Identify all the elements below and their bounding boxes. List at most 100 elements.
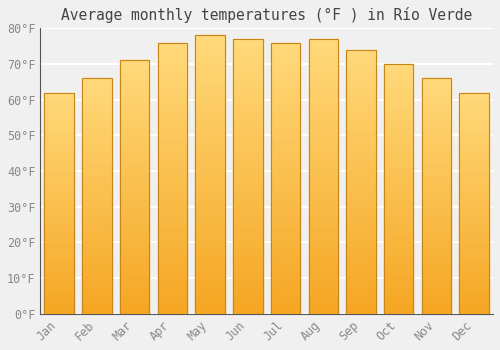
Bar — [422, 267, 451, 270]
Bar — [196, 227, 225, 230]
Bar — [82, 146, 112, 149]
Bar — [460, 270, 489, 272]
Bar — [82, 119, 112, 122]
Bar — [308, 228, 338, 231]
Bar — [233, 204, 262, 207]
Bar — [422, 225, 451, 229]
Bar — [44, 275, 74, 278]
Bar — [44, 245, 74, 247]
Bar — [44, 308, 74, 311]
Bar — [460, 311, 489, 314]
Bar — [120, 152, 150, 155]
Bar — [422, 273, 451, 275]
Bar — [158, 70, 187, 73]
Bar — [233, 259, 262, 262]
Bar — [196, 310, 225, 314]
Bar — [44, 198, 74, 201]
Bar — [82, 111, 112, 114]
Bar — [158, 148, 187, 151]
Bar — [233, 262, 262, 266]
Bar — [44, 270, 74, 272]
Bar — [271, 93, 300, 97]
Bar — [120, 288, 150, 292]
Bar — [384, 242, 414, 245]
Bar — [233, 273, 262, 276]
Bar — [196, 244, 225, 248]
Bar — [44, 123, 74, 126]
Bar — [460, 178, 489, 181]
Bar — [233, 194, 262, 197]
Bar — [44, 195, 74, 198]
Bar — [82, 202, 112, 205]
Bar — [308, 135, 338, 139]
Bar — [44, 162, 74, 164]
Bar — [346, 165, 376, 169]
Bar — [271, 300, 300, 304]
Bar — [196, 42, 225, 46]
Bar — [271, 198, 300, 202]
Bar — [271, 60, 300, 63]
Bar — [346, 198, 376, 202]
Bar — [422, 190, 451, 193]
Bar — [346, 60, 376, 63]
Bar — [271, 100, 300, 104]
Bar — [271, 117, 300, 120]
Bar — [460, 209, 489, 211]
Bar — [308, 104, 338, 108]
Bar — [271, 107, 300, 110]
Bar — [346, 83, 376, 86]
Bar — [308, 142, 338, 146]
Bar — [44, 292, 74, 294]
Bar — [271, 110, 300, 114]
Bar — [460, 120, 489, 123]
Bar — [120, 241, 150, 244]
Bar — [120, 266, 150, 270]
Bar — [346, 251, 376, 254]
Bar — [120, 235, 150, 238]
Bar — [44, 134, 74, 137]
Bar — [120, 95, 150, 98]
Bar — [422, 285, 451, 287]
Bar — [308, 84, 338, 87]
Bar — [271, 273, 300, 276]
Bar — [271, 151, 300, 154]
Bar — [271, 46, 300, 49]
Bar — [346, 50, 376, 314]
Bar — [271, 222, 300, 226]
Bar — [460, 153, 489, 156]
Bar — [346, 238, 376, 241]
Bar — [44, 156, 74, 159]
Bar — [120, 127, 150, 130]
Bar — [82, 140, 112, 143]
Bar — [82, 161, 112, 164]
Bar — [460, 286, 489, 289]
Bar — [233, 163, 262, 166]
Bar — [460, 150, 489, 153]
Bar — [308, 125, 338, 128]
Bar — [346, 162, 376, 165]
Bar — [271, 226, 300, 229]
Bar — [82, 285, 112, 287]
Bar — [158, 182, 187, 185]
Bar — [384, 276, 414, 280]
Bar — [460, 167, 489, 170]
Bar — [158, 124, 187, 127]
Bar — [460, 206, 489, 209]
Bar — [346, 169, 376, 172]
Bar — [196, 192, 225, 196]
Bar — [271, 236, 300, 239]
Bar — [271, 172, 300, 175]
Bar — [346, 129, 376, 132]
Bar — [384, 261, 414, 264]
Bar — [460, 297, 489, 300]
Bar — [384, 223, 414, 226]
Bar — [44, 281, 74, 284]
Bar — [120, 225, 150, 228]
Bar — [82, 196, 112, 199]
Bar — [233, 201, 262, 204]
Bar — [82, 158, 112, 161]
Bar — [422, 296, 451, 299]
Bar — [384, 289, 414, 292]
Bar — [308, 286, 338, 290]
Bar — [460, 184, 489, 187]
